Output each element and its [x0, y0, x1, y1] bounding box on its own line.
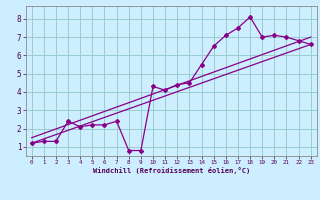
X-axis label: Windchill (Refroidissement éolien,°C): Windchill (Refroidissement éolien,°C)	[92, 167, 250, 174]
